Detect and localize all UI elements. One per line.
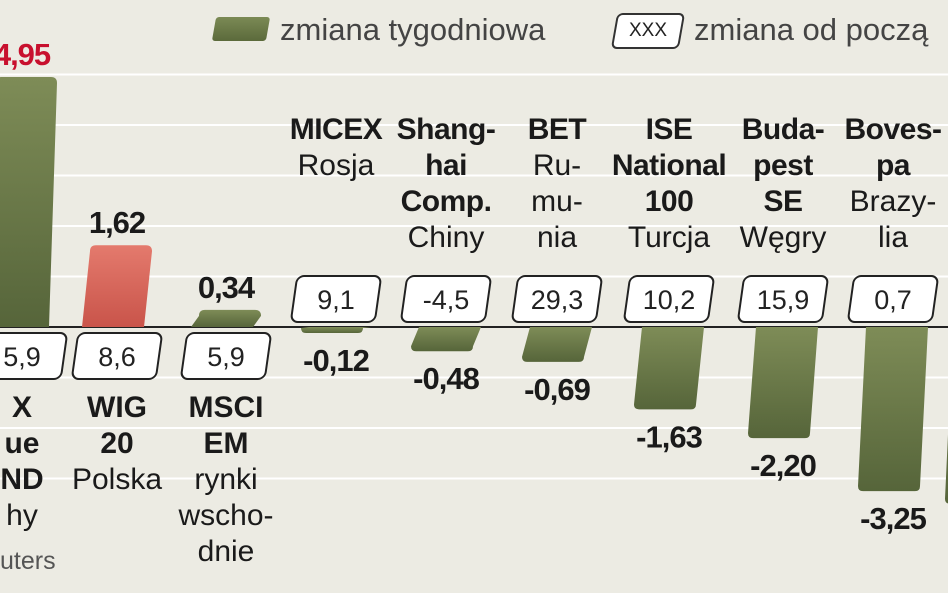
category-name-line: Węgry (740, 221, 827, 254)
bar (634, 327, 704, 410)
category-name-line: MSCI (189, 391, 264, 424)
ytd-box-value: -4,5 (423, 285, 470, 315)
category-name-line: pest (753, 149, 813, 182)
ytd-box: 9,1 (290, 275, 382, 323)
ytd-boxes-group: 5,9 8,6 5,9 9,1 -4,5 29,3 10,2 15,9 0,7 (0, 275, 939, 380)
category-name-line: X (12, 391, 32, 424)
category-name-line: EM (204, 427, 249, 460)
category-name-line: 100 (645, 185, 694, 218)
category-name-line: National (612, 149, 726, 182)
ytd-box-frame (623, 275, 715, 323)
bar (411, 327, 481, 352)
category-name-line: ISE (646, 113, 693, 146)
category-name-line: 20 (100, 427, 133, 460)
ytd-box-value: 10,2 (643, 285, 696, 315)
category-name-line: ue (4, 427, 39, 460)
category-name-line: Brazy- (850, 185, 937, 218)
bar (0, 77, 57, 327)
ytd-box: 5,9 (0, 332, 68, 380)
bar-value-label: -0,12 (303, 343, 369, 378)
category-name-line: lia (878, 221, 908, 254)
ytd-box: -4,5 (400, 275, 492, 323)
category-name-line: Polska (72, 463, 162, 496)
ytd-box-frame (511, 275, 603, 323)
ytd-box-value: 15,9 (757, 285, 810, 315)
bar-value-label: 4,95 (0, 37, 51, 72)
legend-ytd-box-sample: XXX (628, 20, 668, 41)
bar-value-label: -1,63 (636, 419, 702, 454)
ytd-box: 15,9 (737, 275, 829, 323)
bar-value-label: 0,34 (198, 270, 256, 305)
bar-value-label: -2,20 (750, 448, 816, 483)
legend-weekly-swatch (211, 17, 271, 41)
bar-value-label: 1,62 (89, 205, 145, 240)
bar (748, 327, 818, 439)
ytd-box: 10,2 (623, 275, 715, 323)
category-name-line: hy (6, 499, 38, 532)
category-name-line: Shang- (397, 113, 496, 146)
legend-ytd-label: zmiana od począ (694, 12, 929, 47)
category-name-line: SE (763, 185, 802, 218)
source-note: uters (0, 547, 56, 575)
bar (522, 327, 592, 362)
bar (858, 327, 928, 492)
category-name-line: Comp. (401, 185, 492, 218)
bar-value-label: -0,48 (413, 361, 479, 396)
ytd-box-frame (400, 275, 492, 323)
category-name-line: MICEX (290, 113, 383, 146)
legend-ytd-box: XXX (610, 13, 686, 49)
bar-value-label: -0,69 (524, 372, 590, 407)
ytd-box: 29,3 (511, 275, 603, 323)
bars-group (0, 77, 948, 504)
value-labels-group: 4,95 1,62 0,34 -0,12 -0,48 -0,69 -1,63 -2,20 -3,… (0, 37, 928, 536)
ytd-box-frame (737, 275, 829, 323)
category-name-line: ND (0, 463, 43, 496)
bar-value-label: -3,25 (860, 501, 926, 536)
ytd-box-value: 5,9 (3, 342, 41, 372)
category-name-line: rynki (194, 463, 257, 496)
ytd-box-frame (847, 275, 939, 323)
ytd-box-frame (180, 332, 272, 380)
category-name-line: Boves- (844, 113, 941, 146)
category-name-line: BET (528, 113, 587, 146)
category-name-line: WIG (87, 391, 147, 424)
category-name-line: Buda- (742, 113, 825, 146)
category-name-line: mu- (531, 185, 583, 218)
ytd-box-value: 8,6 (98, 342, 136, 372)
category-name-line: pa (876, 149, 911, 182)
ytd-box-frame (71, 332, 163, 380)
ytd-box-frame (0, 332, 68, 380)
legend-weekly-label: zmiana tygodniowa (280, 12, 546, 47)
category-name-line: wscho- (177, 499, 273, 532)
bar (191, 309, 261, 327)
category-name-line: Rosja (298, 149, 375, 182)
bar (82, 245, 152, 327)
bar (301, 327, 371, 334)
ytd-box-value: 9,1 (317, 285, 355, 315)
ytd-box-value: 29,3 (531, 285, 584, 315)
category-name-line: hai (425, 149, 467, 182)
ytd-box: 0,7 (847, 275, 939, 323)
category-name-line: Chiny (408, 221, 485, 254)
ytd-box-value: 0,7 (874, 285, 912, 315)
ytd-box: 5,9 (180, 332, 272, 380)
ytd-box: 8,6 (71, 332, 163, 380)
category-name-line: Turcja (628, 221, 711, 254)
category-name-line: nia (537, 221, 577, 254)
ytd-box-frame (290, 275, 382, 323)
ytd-box-value: 5,9 (207, 342, 245, 372)
category-name-line: Ru- (533, 149, 581, 182)
bar (945, 434, 948, 504)
category-name-line: dnie (198, 535, 255, 568)
